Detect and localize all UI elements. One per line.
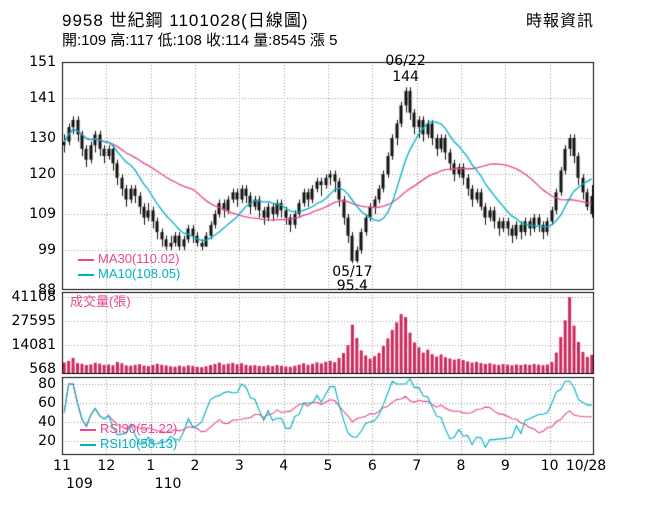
ma30-label: MA30(110.02) (98, 251, 180, 266)
volume-pane-label: 成交量(張) (70, 294, 131, 309)
x-tick-month: 11 (53, 458, 71, 474)
rsi-ytick: 20 (38, 433, 56, 449)
ma30-line-swatch (78, 258, 94, 261)
rsi10-line-swatch (80, 443, 96, 446)
price-ytick: 109 (29, 206, 56, 222)
rsi10-label: RSI10(58.13) (100, 436, 178, 451)
annotation: 06/22 (385, 53, 426, 70)
volume-ytick: 14081 (11, 337, 56, 353)
ma10-label: MA10(108.05) (98, 266, 181, 281)
rsi-ytick: 40 (38, 414, 56, 430)
x-tick-month: 3 (234, 458, 244, 474)
rsi-ytick: 60 (38, 395, 56, 411)
rsi30-line-swatch (80, 428, 96, 431)
x-tick-month: 2 (190, 458, 200, 474)
x-tick-last-date: 10/28 (565, 458, 607, 474)
rsi-ytick: 80 (38, 376, 56, 392)
x-tick-month: 9 (500, 458, 510, 474)
x-tick-month: 6 (367, 458, 377, 474)
rsi30-label: RSI30(51.22) (100, 421, 178, 436)
ma30-legend: MA30(110.02) (78, 251, 180, 266)
price-ytick: 141 (29, 90, 56, 107)
rsi30-legend: RSI30(51.22) (80, 421, 177, 436)
annotation: 05/17 (332, 264, 373, 281)
x-tick-month: 8 (456, 458, 466, 474)
x-tick-month: 7 (412, 458, 422, 474)
volume-ytick: 41108 (11, 289, 56, 305)
price-ytick: 130 (29, 130, 56, 146)
chart-title: 9958 世紀鋼 1101028(日線圖) (62, 11, 309, 30)
quote-line: 開:109 高:117 低:108 收:114 量:8545 漲 5 (62, 32, 338, 49)
price-ytick: 120 (29, 166, 56, 183)
ma-legend: MA30(110.02) MA10(108.05) (78, 251, 180, 281)
data-source: 時報資訊 (525, 13, 594, 30)
x-tick-month: 1 (146, 458, 156, 474)
x-tick-month: 12 (97, 458, 116, 474)
x-year-label: 109 (66, 476, 93, 492)
volume-ytick: 568 (29, 361, 56, 377)
x-year-label: 110 (154, 476, 182, 492)
rsi-legend: RSI30(51.22) RSI10(58.13) (80, 421, 177, 451)
ma10-legend: MA10(108.05) (78, 266, 180, 281)
price-ytick: 88 (38, 282, 56, 298)
x-tick-month: 4 (279, 458, 289, 474)
annotation: 144 (392, 69, 419, 86)
volume-ytick: 27595 (11, 312, 56, 329)
x-tick-month: 5 (323, 458, 333, 474)
rsi10-legend: RSI10(58.13) (80, 436, 177, 451)
annotation: 95.4 (336, 278, 368, 295)
ma10-line-swatch (78, 273, 94, 276)
price-ytick: 151 (29, 54, 56, 70)
x-tick-month: 10 (540, 458, 559, 474)
price-ytick: 99 (38, 242, 56, 259)
